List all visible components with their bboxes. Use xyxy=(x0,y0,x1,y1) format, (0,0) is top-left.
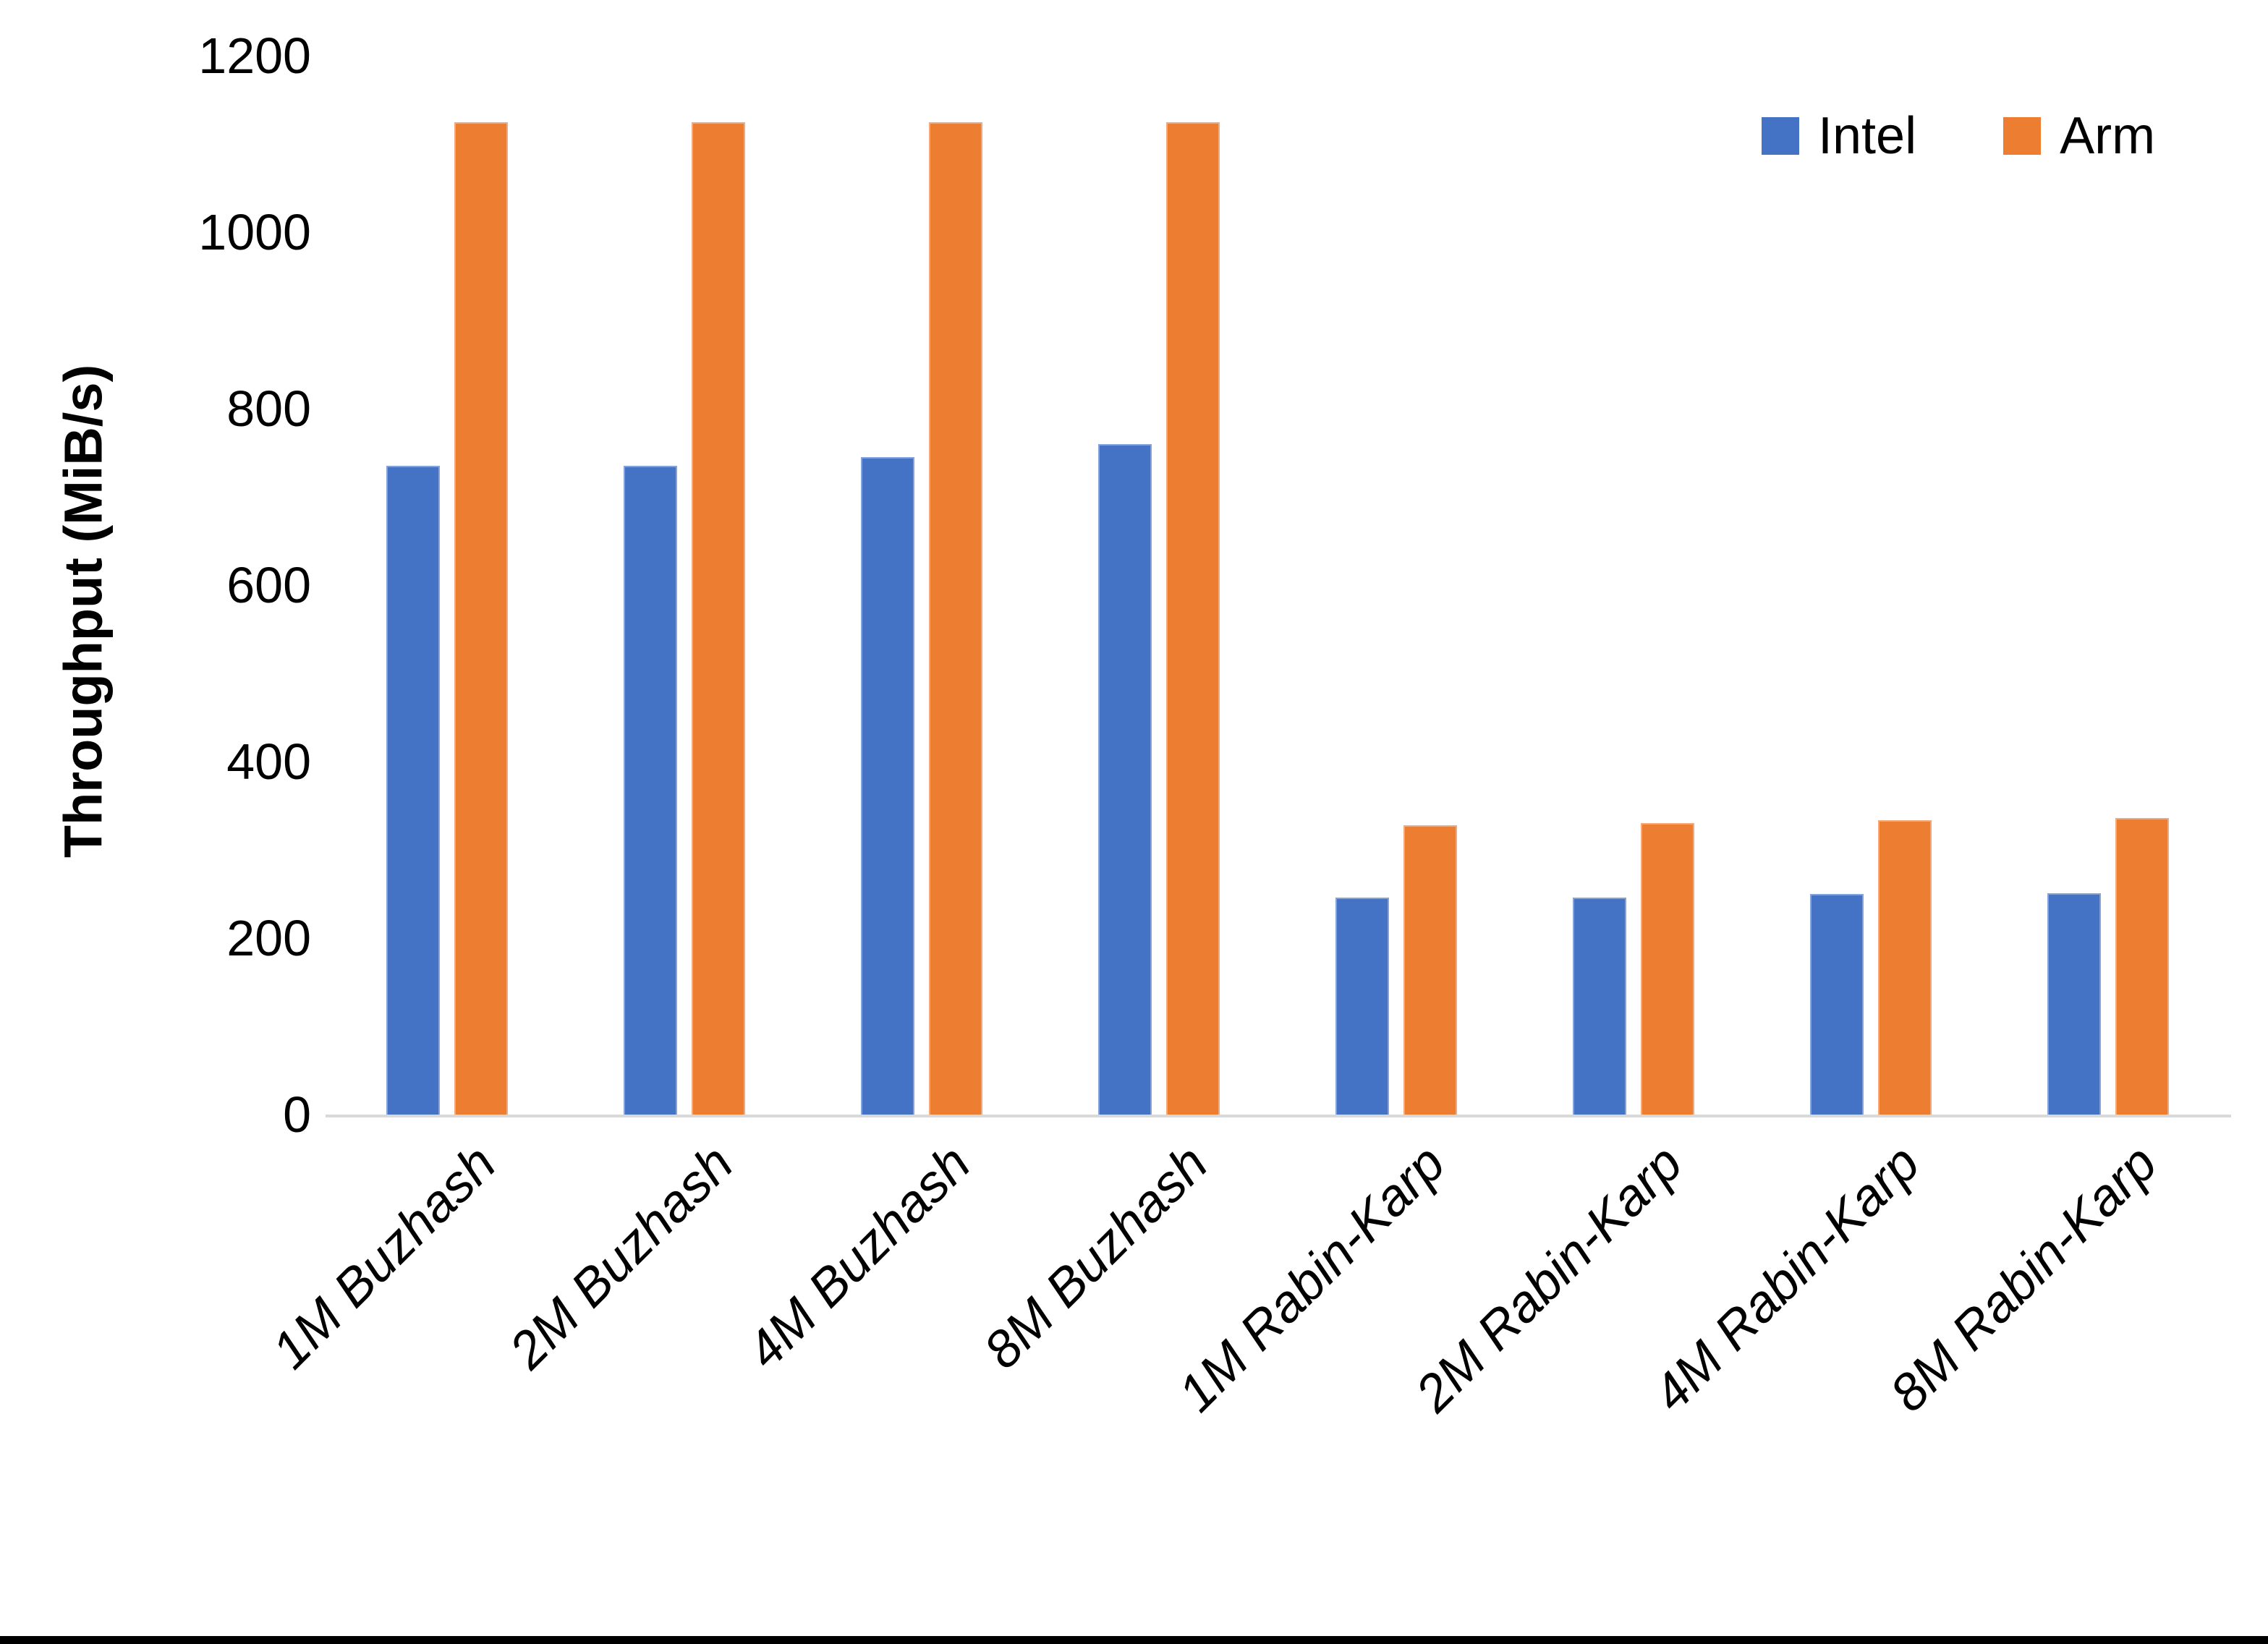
y-tick-600: 600 xyxy=(226,557,311,613)
legend-label-arm: Arm xyxy=(2060,107,2156,165)
bar-intel-1m-rabin-karp xyxy=(1335,897,1389,1115)
y-tick-400: 400 xyxy=(226,733,311,790)
bar-arm-4m-buzhash xyxy=(929,122,982,1115)
bar-arm-8m-buzhash xyxy=(1166,122,1220,1115)
y-tick-200: 200 xyxy=(226,910,311,966)
legend: Intel Arm xyxy=(1762,110,2155,162)
legend-label-intel: Intel xyxy=(1818,107,1917,165)
y-tick-800: 800 xyxy=(226,380,311,437)
bar-intel-8m-buzhash xyxy=(1098,443,1152,1115)
bar-arm-1m-rabin-karp xyxy=(1403,825,1457,1115)
legend-item-intel: Intel xyxy=(1762,110,1916,162)
bar-arm-4m-rabin-karp xyxy=(1878,819,1932,1115)
y-tick-1000: 1000 xyxy=(198,204,311,260)
legend-item-arm: Arm xyxy=(2003,110,2155,162)
x-axis-line xyxy=(326,1115,2231,1117)
bar-intel-4m-rabin-karp xyxy=(1810,894,1864,1115)
bar-arm-1m-buzhash xyxy=(454,122,508,1115)
bar-intel-2m-buzhash xyxy=(624,466,677,1115)
bar-intel-1m-buzhash xyxy=(386,466,440,1115)
legend-swatch-intel-icon xyxy=(1762,117,1799,155)
bar-intel-2m-rabin-karp xyxy=(1573,897,1626,1115)
legend-swatch-arm-icon xyxy=(2003,117,2042,155)
y-tick-0: 0 xyxy=(283,1086,311,1143)
y-tick-1200: 1200 xyxy=(198,27,311,84)
bar-intel-8m-rabin-karp xyxy=(2047,893,2101,1115)
x-label-1m-buzhash: 1M Buzhash xyxy=(261,1134,507,1380)
bar-intel-4m-buzhash xyxy=(861,457,914,1115)
screenshot-bottom-border xyxy=(0,1636,2268,1644)
bar-arm-2m-rabin-karp xyxy=(1641,823,1694,1115)
bar-arm-2m-buzhash xyxy=(692,122,745,1115)
bar-arm-8m-rabin-karp xyxy=(2115,818,2169,1115)
